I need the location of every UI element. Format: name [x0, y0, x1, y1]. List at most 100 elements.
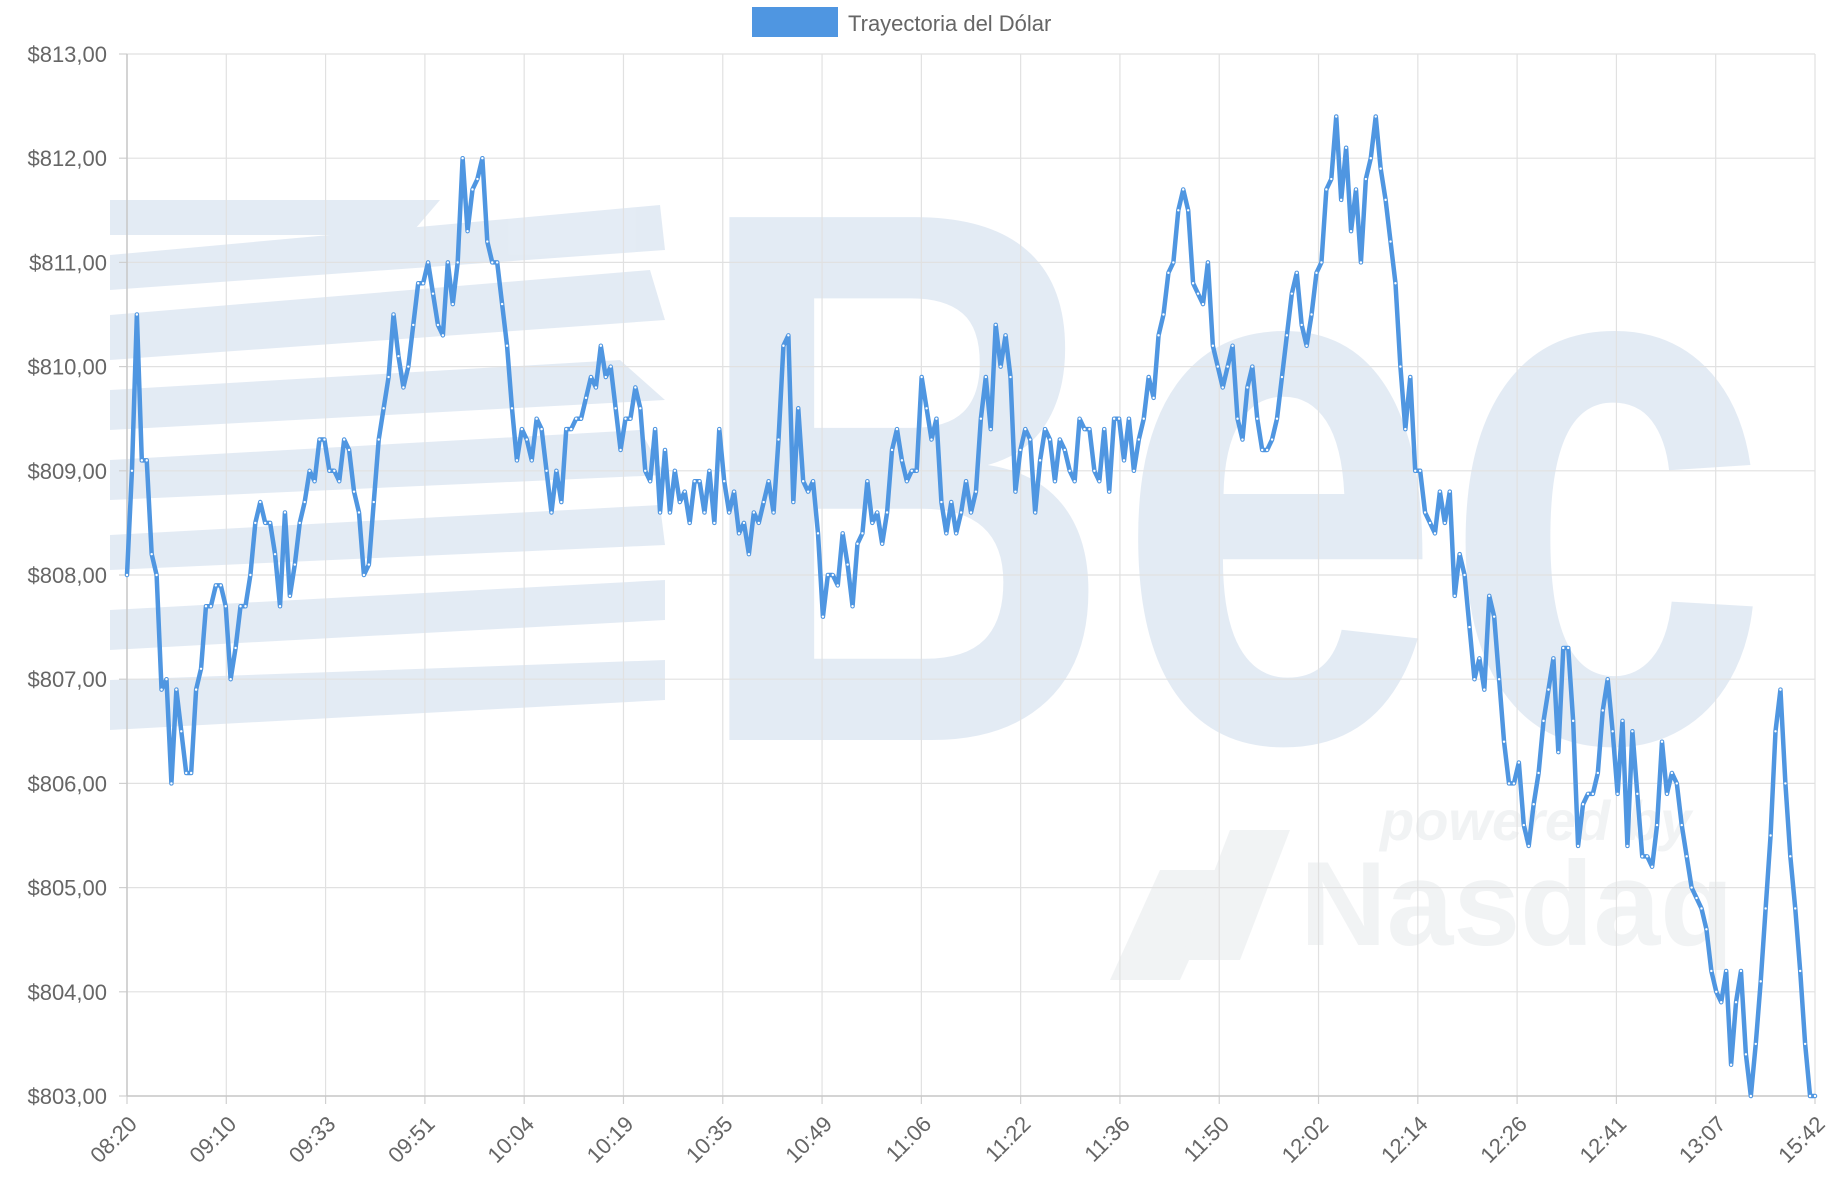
data-point — [658, 511, 662, 514]
data-point — [550, 511, 553, 514]
data-point — [1270, 438, 1274, 441]
data-point — [1117, 417, 1121, 420]
grid-lines — [119, 53, 1816, 1104]
data-point — [1004, 334, 1007, 337]
data-point — [772, 511, 775, 514]
x-tick-label: 10:35 — [681, 1111, 738, 1168]
data-point — [1335, 115, 1338, 118]
data-point — [367, 563, 371, 566]
data-point — [1690, 886, 1693, 889]
data-point — [979, 417, 983, 420]
data-point — [723, 480, 726, 483]
data-point — [1729, 1063, 1733, 1066]
data-point — [945, 532, 948, 535]
data-point — [1063, 448, 1066, 452]
data-point — [821, 615, 825, 618]
data-point — [876, 511, 879, 514]
data-point — [1182, 188, 1185, 191]
data-point — [372, 500, 375, 504]
data-point — [959, 511, 963, 514]
data-point — [1191, 282, 1195, 285]
data-point — [1754, 1042, 1757, 1046]
data-point — [1414, 469, 1417, 472]
data-point — [871, 521, 874, 525]
data-point — [1527, 844, 1530, 848]
data-point — [234, 646, 237, 650]
data-point — [1532, 803, 1535, 806]
x-tick-label: 15:42 — [1773, 1111, 1830, 1168]
data-point — [421, 282, 425, 285]
data-point — [199, 667, 203, 670]
data-point — [1024, 427, 1027, 431]
data-point — [989, 427, 992, 431]
data-point — [1177, 209, 1180, 212]
data-point — [1211, 344, 1215, 347]
data-point — [787, 334, 790, 337]
data-point — [382, 407, 385, 410]
data-point — [1300, 323, 1303, 327]
data-point — [974, 490, 978, 493]
data-point — [1458, 552, 1461, 556]
bec-stripes-logo — [110, 200, 665, 730]
data-point — [145, 459, 148, 462]
data-point — [1522, 823, 1526, 827]
data-point — [1280, 375, 1284, 379]
data-point — [239, 605, 242, 608]
data-point — [1813, 1094, 1817, 1098]
data-point — [1349, 229, 1353, 233]
data-point — [1029, 438, 1032, 441]
data-point — [1720, 1001, 1723, 1004]
data-point — [1749, 1094, 1753, 1098]
data-point — [1172, 261, 1175, 264]
data-point — [170, 782, 173, 785]
y-tick-label: $813,00 — [27, 42, 107, 67]
data-point — [1241, 438, 1244, 441]
data-point — [698, 480, 701, 483]
data-point — [890, 448, 894, 452]
data-point — [1798, 969, 1802, 973]
data-point — [1142, 417, 1145, 420]
data-point — [1665, 792, 1669, 796]
x-tick-label: 11:06 — [881, 1111, 936, 1166]
data-point — [880, 542, 884, 545]
data-point — [308, 469, 311, 472]
legend[interactable]: Trayectoria del Dólar — [752, 7, 1051, 37]
y-tick-label: $809,00 — [27, 459, 107, 484]
data-point — [1463, 573, 1466, 577]
data-point — [249, 573, 252, 577]
data-point — [1103, 427, 1106, 431]
data-point — [471, 188, 474, 191]
data-point — [1571, 719, 1575, 723]
x-tick-label: 10:19 — [582, 1111, 639, 1168]
data-point — [1132, 469, 1136, 472]
data-point — [486, 240, 489, 243]
data-point — [451, 302, 454, 306]
data-point — [1675, 782, 1679, 785]
data-point — [954, 532, 958, 535]
data-point — [194, 688, 198, 691]
data-point — [466, 229, 469, 233]
data-point — [920, 375, 923, 379]
data-point — [861, 532, 864, 535]
data-point — [1058, 438, 1062, 441]
x-tick-label: 13:07 — [1674, 1111, 1731, 1168]
data-point — [165, 678, 168, 681]
data-point — [1562, 646, 1565, 650]
data-point — [1591, 792, 1595, 796]
data-point — [254, 521, 257, 525]
data-point — [407, 365, 410, 368]
data-point — [732, 490, 736, 493]
data-point — [1216, 365, 1219, 368]
data-point — [1083, 427, 1086, 431]
data-point — [693, 480, 696, 483]
data-point — [1468, 625, 1471, 629]
data-point — [1438, 490, 1442, 493]
x-axis-ticks: 08:20 09:10 09:33 09:51 10:04 10:19 10:35 10:49… — [85, 1111, 1830, 1168]
data-point — [1502, 740, 1506, 743]
data-point — [1221, 386, 1224, 389]
data-point — [703, 511, 706, 514]
data-point — [1330, 177, 1333, 181]
data-point — [846, 563, 849, 566]
data-point — [1325, 188, 1328, 191]
